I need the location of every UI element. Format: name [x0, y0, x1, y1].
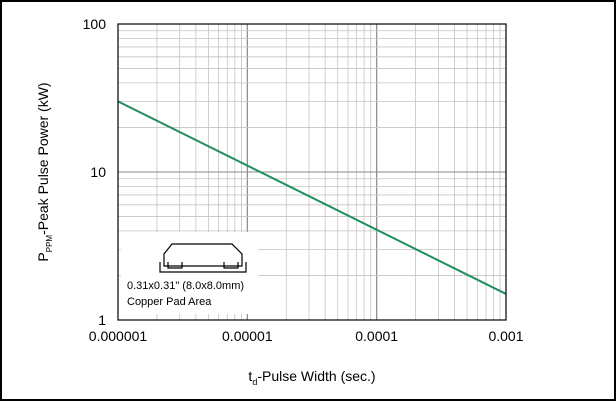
x-tick-label: 0.000001	[89, 328, 148, 344]
x-axis-label: td-Pulse Width (sec.)	[248, 368, 375, 387]
series-layer	[117, 100, 507, 295]
pad-package-icon	[159, 243, 247, 273]
annotation-box	[121, 232, 258, 314]
x-tick-labels: 0.000001 0.00001 0.0001 0.001	[89, 328, 524, 344]
y-axis-label: PPPM-Peak Pulse Power (kW)	[35, 82, 54, 261]
y-tick-labels: 1 10 100	[83, 16, 107, 328]
x-axis-label-main: t	[248, 368, 252, 384]
annotation-line-2: Copper Pad Area	[127, 296, 212, 308]
x-tick-label: 0.001	[488, 328, 523, 344]
y-tick-label: 10	[90, 164, 106, 180]
x-axis-label-sub: d	[252, 377, 257, 387]
series-line	[117, 100, 507, 295]
y-tick-label: 1	[98, 312, 106, 328]
x-tick-label: 0.0001	[355, 328, 398, 344]
x-tick-label: 0.00001	[222, 328, 273, 344]
y-axis-label-sub: PPM	[45, 235, 54, 253]
x-axis-label-rest: -Pulse Width (sec.)	[257, 368, 375, 384]
annotation-line-1: 0.31x0.31" (8.0x8.0mm)	[127, 280, 244, 292]
y-axis-label-main: P	[35, 252, 51, 261]
y-tick-label: 100	[83, 16, 107, 32]
plot-border	[117, 23, 507, 321]
y-axis-label-rest: -Peak Pulse Power (kW)	[35, 82, 51, 234]
pad-annotation: 0.31x0.31" (8.0x8.0mm) Copper Pad Area	[121, 232, 258, 314]
